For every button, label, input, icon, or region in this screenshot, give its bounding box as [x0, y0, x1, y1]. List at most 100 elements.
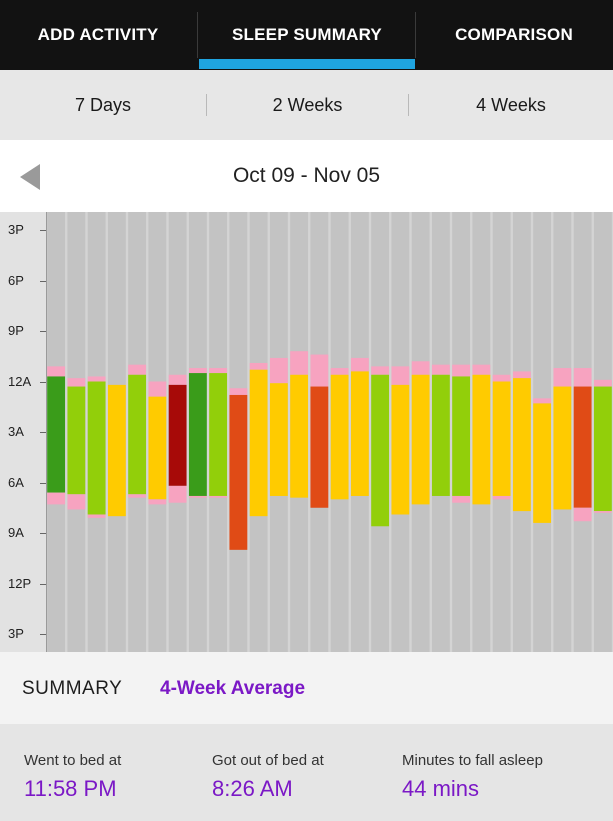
in-bed-before-sleep-bar [371, 366, 390, 375]
y-tick-label: 3P [8, 626, 24, 641]
in-bed-before-sleep-bar [148, 381, 167, 397]
summary-subtitle: 4-Week Average [160, 678, 306, 699]
in-bed-before-sleep-bar [472, 364, 491, 375]
y-tick-mark [40, 331, 46, 332]
in-bed-after-sleep-bar [209, 495, 228, 498]
sleep-bar [350, 371, 369, 496]
in-bed-before-sleep-bar [188, 368, 207, 374]
y-tick-mark [40, 230, 46, 231]
stat-label: Went to bed at [24, 752, 122, 769]
in-bed-after-sleep-bar [47, 492, 66, 505]
in-bed-after-sleep-bar [148, 499, 167, 505]
stat-label: Got out of bed at [212, 752, 324, 769]
y-tick-mark [40, 432, 46, 433]
sleep-bar [472, 374, 491, 505]
sleep-bar [593, 386, 612, 512]
in-bed-after-sleep-bar [168, 485, 187, 503]
sleep-bar [512, 378, 531, 512]
stat-value: 8:26 AM [212, 776, 293, 801]
tab-comparison[interactable]: COMPARISON [455, 25, 573, 44]
tab-divider [197, 12, 198, 58]
range-7-days[interactable]: 7 Days [74, 94, 132, 115]
y-axis-line [46, 212, 47, 652]
in-bed-before-sleep-bar [573, 368, 592, 387]
sleep-bar [553, 386, 572, 510]
in-bed-before-sleep-bar [492, 374, 511, 382]
sleep-bar [168, 384, 187, 486]
sleep-bar [229, 394, 248, 550]
in-bed-after-sleep-bar [573, 507, 592, 522]
range-2-weeks[interactable]: 2 Weeks [272, 94, 343, 115]
in-bed-before-sleep-bar [310, 354, 329, 387]
range-selector: 7 Days 2 Weeks 4 Weeks [0, 70, 613, 140]
in-bed-after-sleep-bar [128, 494, 147, 498]
sleep-bar [67, 386, 86, 495]
sleep-bar [47, 376, 66, 493]
y-tick-mark [40, 634, 46, 635]
sleep-bar [209, 373, 228, 496]
sleep-bar [411, 374, 430, 505]
y-tick-mark [40, 381, 46, 383]
y-tick-label: 3P [8, 222, 24, 237]
range-divider [408, 94, 409, 116]
in-bed-after-sleep-bar [452, 495, 471, 503]
y-tick-label: 9A [8, 525, 24, 540]
sleep-chart: 3P 6P 9P 12A 3A 6A 9A 12P 3P [0, 212, 613, 652]
in-bed-after-sleep-bar [67, 494, 86, 510]
tab-sleep-summary[interactable]: SLEEP SUMMARY [232, 25, 382, 44]
in-bed-before-sleep-bar [411, 361, 430, 375]
in-bed-before-sleep-bar [391, 366, 410, 385]
date-range-label: Oct 09 - Nov 05 [232, 164, 381, 187]
tab-divider [415, 12, 416, 58]
sleep-bar [310, 386, 329, 508]
in-bed-before-sleep-bar [593, 379, 612, 387]
summary-header: SUMMARY 4-Week Average [0, 652, 613, 724]
tab-add-activity[interactable]: ADD ACTIVITY [37, 25, 159, 44]
sleep-bar [533, 403, 552, 523]
sleep-bar [87, 381, 106, 515]
sleep-bar [371, 374, 390, 527]
y-tick-label: 6P [8, 272, 24, 288]
sleep-bar [148, 396, 167, 500]
in-bed-before-sleep-bar [229, 388, 248, 395]
y-tick-mark [40, 583, 46, 585]
in-bed-before-sleep-bar [47, 366, 66, 377]
sleep-bar [330, 374, 349, 500]
in-bed-before-sleep-bar [431, 364, 450, 375]
in-bed-before-sleep-bar [168, 374, 187, 385]
summary-stats: Went to bed at 11:58 PM Got out of bed a… [0, 724, 613, 821]
stat-label: Minutes to fall asleep [402, 752, 543, 769]
y-tick-label: 3A [8, 424, 24, 439]
in-bed-before-sleep-bar [553, 368, 572, 387]
sleep-bar [492, 381, 511, 496]
y-tick-mark [40, 533, 46, 534]
sleep-bar [391, 384, 410, 515]
summary-title: SUMMARY [22, 678, 123, 699]
range-4-weeks[interactable]: 4 Weeks [476, 94, 546, 115]
in-bed-after-sleep-bar [87, 514, 106, 518]
sleep-bar [249, 369, 268, 517]
sleep-bar [573, 386, 592, 508]
in-bed-before-sleep-bar [452, 364, 471, 377]
in-bed-before-sleep-bar [128, 364, 147, 375]
in-bed-before-sleep-bar [269, 357, 288, 384]
in-bed-before-sleep-bar [290, 351, 309, 375]
in-bed-after-sleep-bar [492, 495, 511, 500]
in-bed-after-sleep-bar [593, 511, 612, 513]
stat-value: 11:58 PM [24, 776, 117, 801]
y-tick-mark [40, 482, 46, 484]
y-tick-label: 9P [8, 323, 24, 338]
sleep-bar [188, 373, 207, 496]
left-triangle-icon[interactable] [20, 164, 42, 192]
sleep-bar [107, 384, 126, 517]
y-tick-label: 12P [8, 575, 32, 591]
date-navigation: Oct 09 - Nov 05 [0, 140, 613, 212]
sleep-bar [452, 376, 471, 496]
sleep-bar [128, 374, 147, 495]
stat-value: 44 mins [402, 776, 480, 801]
in-bed-before-sleep-bar [209, 368, 228, 374]
top-tab-bar: ADD ACTIVITY SLEEP SUMMARY COMPARISON [0, 0, 613, 70]
sleep-bar [431, 374, 450, 496]
y-tick-label: 12A [8, 373, 32, 389]
sleep-bar [290, 374, 309, 498]
